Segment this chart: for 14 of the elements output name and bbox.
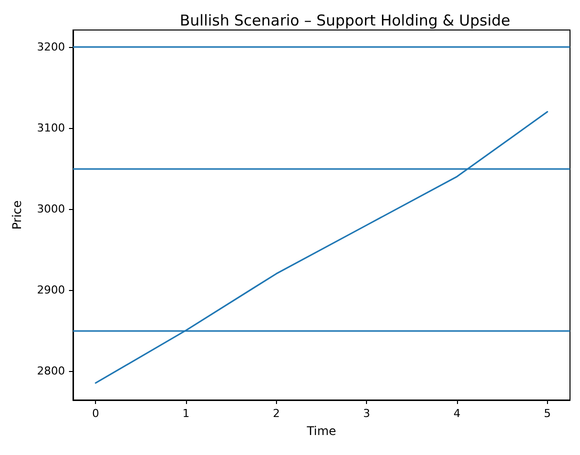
x-tick-label: 3 bbox=[363, 407, 370, 420]
x-axis-title: Time bbox=[306, 424, 336, 438]
x-tick-label: 0 bbox=[92, 407, 100, 420]
x-tick-label: 4 bbox=[454, 407, 461, 420]
y-axis-title: Price bbox=[10, 200, 24, 230]
x-tick-label: 1 bbox=[182, 407, 190, 420]
x-tick-label: 5 bbox=[544, 407, 551, 420]
y-tick-label: 3200 bbox=[37, 40, 65, 54]
y-tick-label: 2900 bbox=[37, 283, 65, 296]
chart-title: Bullish Scenario – Support Holding & Upside bbox=[180, 12, 510, 30]
x-tick-label: 2 bbox=[272, 407, 280, 420]
y-tick-label: 3000 bbox=[37, 202, 65, 216]
y-tick-label: 2800 bbox=[37, 364, 65, 378]
y-tick-label: 3100 bbox=[37, 121, 65, 134]
